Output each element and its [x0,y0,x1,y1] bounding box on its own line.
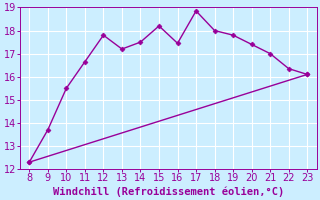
X-axis label: Windchill (Refroidissement éolien,°C): Windchill (Refroidissement éolien,°C) [53,186,284,197]
